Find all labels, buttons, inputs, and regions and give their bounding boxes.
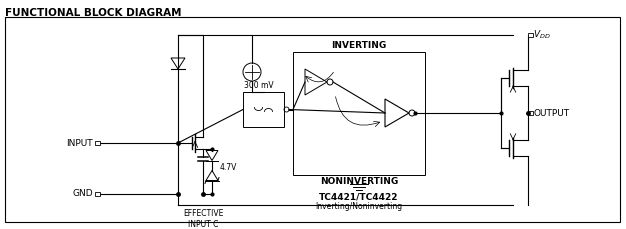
Bar <box>528 33 533 37</box>
Text: 300 mV: 300 mV <box>244 81 274 90</box>
Text: NONINVERTING: NONINVERTING <box>320 177 398 186</box>
Text: FUNCTIONAL BLOCK DIAGRAM: FUNCTIONAL BLOCK DIAGRAM <box>5 8 182 18</box>
Bar <box>243 92 284 127</box>
Bar <box>293 52 425 175</box>
Text: 4.7V: 4.7V <box>220 163 237 172</box>
Text: $V_{DD}$: $V_{DD}$ <box>533 29 551 41</box>
Text: INPUT: INPUT <box>66 139 93 147</box>
Text: GND: GND <box>73 190 93 199</box>
Bar <box>95 141 100 145</box>
Text: TC4421/TC4422: TC4421/TC4422 <box>319 192 399 201</box>
Text: INVERTING: INVERTING <box>331 41 387 50</box>
Bar <box>528 111 533 115</box>
Bar <box>5 17 620 222</box>
Text: OUTPUT: OUTPUT <box>533 109 569 117</box>
Text: Inverting/Noninverting: Inverting/Noninverting <box>316 202 403 211</box>
Text: EFFECTIVE
INPUT C
25 pF: EFFECTIVE INPUT C 25 pF <box>183 209 223 229</box>
Bar <box>95 192 100 196</box>
